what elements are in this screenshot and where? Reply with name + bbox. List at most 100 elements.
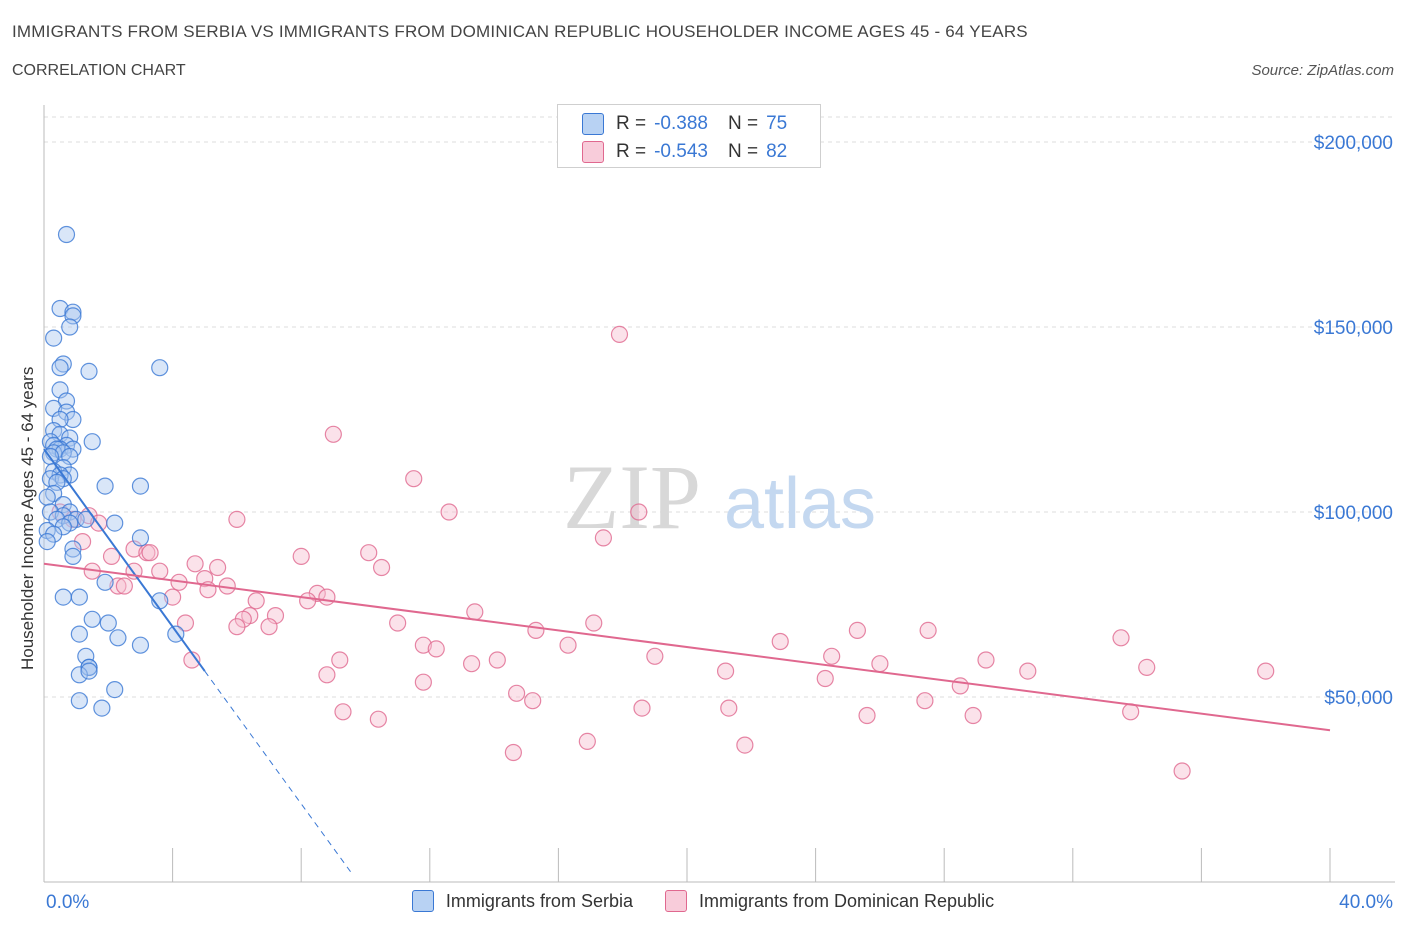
x-tick-label-max: 40.0% [1339,892,1393,913]
y-tick-label: $200,000 [1314,133,1393,154]
dr-point [578,732,596,751]
dr-point [919,621,937,640]
serbia-point [45,329,63,347]
dr-point [176,614,195,632]
trend-line-dominican-republic [43,562,1331,732]
legend-n-label: N = [727,113,759,134]
dr-point [823,647,841,665]
serbia-point [57,225,76,244]
stats-legend: R = -0.388 N = 75 R = -0.543 N = 82 [557,104,821,168]
dr-point [1112,629,1130,647]
serbia-point [131,477,150,495]
legend-swatch-serbia [582,113,604,135]
serbia-point [70,692,88,710]
serbia-point [54,588,72,606]
serbia-point [64,307,82,325]
dr-point [559,636,577,654]
dr-point [585,614,603,632]
serbia-point [38,488,56,506]
legend-n-value: 82 [766,141,788,162]
dr-point [372,558,391,577]
legend-swatch-dr [664,890,687,912]
dr-point [334,703,352,721]
serbia-point [83,433,101,451]
y-tick-label: $100,000 [1314,503,1393,524]
dr-point [610,325,629,343]
dr-point [164,588,182,606]
legend-item-dr: Immigrants from Dominican Republic [664,890,995,912]
dr-point [196,569,214,588]
dr-point [977,651,995,669]
dr-point [504,743,522,762]
dr-point [858,706,876,725]
source-label: Source: ZipAtlas.com [1251,62,1394,79]
serbia-point [106,680,124,699]
dr-point [318,666,336,684]
dr-point [951,677,969,695]
dr-point [630,503,648,521]
dr-point [331,651,349,669]
dr-point [716,662,735,680]
legend-label-serbia: Immigrants from Serbia [445,890,633,911]
dr-point [527,621,545,640]
dr-point [260,618,278,636]
legend-n-value: 75 [766,113,788,134]
trend-lines [43,448,1331,875]
serbia-point [70,666,88,684]
dr-point [524,692,542,710]
dr-point [414,636,432,654]
dr-point [594,529,613,547]
dr-point [141,544,159,562]
dr-point [209,558,227,577]
dr-point [318,588,336,606]
dr-point [1138,658,1156,677]
dr-point [816,669,834,688]
legend-label-dr: Immigrants from Dominican Republic [698,890,995,911]
dr-point [508,684,526,702]
y-tick-labels: $50,000 $100,000 $150,000 $200,000 [1314,133,1393,709]
dr-point [151,562,169,580]
legend-r-value: -0.543 [654,141,708,162]
dr-point [462,655,481,673]
legend-r-label: R = [616,141,647,162]
x-tick-label-min: 0.0% [46,892,89,913]
watermark-zip: ZIP [563,446,701,548]
legend-item-serbia: Immigrants from Serbia [411,890,633,912]
serbia-point [48,473,66,491]
serbia-point [64,547,82,566]
legend-n-label: N = [727,141,759,162]
serbia-point [99,614,117,632]
trend-line-serbia [43,448,206,672]
serbia-point [64,410,82,429]
dr-point [228,618,246,636]
dr-point [292,547,310,566]
dr-point [964,706,982,725]
chart-title: IMMIGRANTS FROM SERBIA VS IMMIGRANTS FRO… [12,22,1028,41]
dr-point [115,577,133,595]
serbia-point [70,625,88,643]
serbia-point [106,514,124,532]
serbia-point [80,662,98,680]
watermark-atlas: atlas [724,464,876,544]
series-dominican-republic [51,325,1275,780]
serbia-point [151,359,169,377]
serbia-point [80,362,98,380]
serbia-point [96,477,114,495]
legend-row-dr: R = -0.543 N = 82 [582,140,787,164]
serbia-point [93,699,111,717]
dr-point [369,710,387,728]
dr-point [109,577,127,595]
serbia-point [109,629,127,647]
dr-point [228,510,246,529]
serbia-point [83,610,101,628]
dr-point [247,592,265,610]
trend-line-serbia-extension [204,670,354,875]
serbia-point [70,588,88,606]
legend-swatch-serbia [411,890,434,912]
dr-point [736,736,754,754]
dr-point [405,470,423,488]
dr-point [871,655,889,673]
serbia-point [131,636,150,654]
axes [43,105,1395,883]
